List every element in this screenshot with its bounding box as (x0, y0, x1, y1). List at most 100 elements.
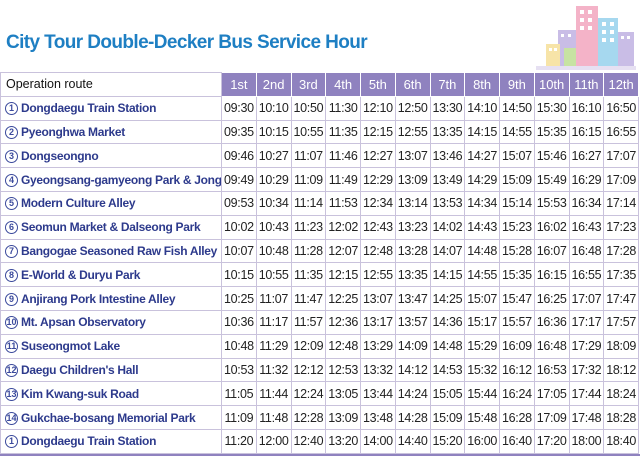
departure-time: 16:10 (568, 95, 605, 121)
stop-name-cell: 1 Dongdaegu Train Station (0, 428, 222, 454)
departure-time: 11:30 (325, 95, 361, 121)
departure-time: 11:44 (255, 381, 292, 407)
stop-name-cell: 1 Dongdaegu Train Station (0, 95, 222, 121)
stop-name: Bangogae Seasoned Raw Fish Alley (21, 243, 218, 258)
stop-number-badge: 11 (5, 340, 18, 354)
departure-time: 17:35 (603, 262, 639, 288)
departure-time: 17:29 (568, 333, 605, 359)
stop-name: Dongdaegu Train Station (21, 434, 157, 449)
departure-time: 16:40 (499, 428, 535, 454)
trip-header: 4th (325, 72, 361, 97)
stop-name-cell: 9 Anjirang Pork Intestine Alley (0, 286, 222, 311)
departure-time: 16:36 (533, 309, 570, 335)
departure-time: 15:07 (499, 143, 535, 169)
stop-number-badge: 10 (5, 316, 18, 330)
departure-time: 11:09 (290, 167, 327, 192)
stop-number-badge: 1 (5, 435, 18, 449)
departure-time: 11:47 (290, 286, 327, 311)
departure-time: 18:24 (603, 381, 639, 407)
route-column-header: Operation route (0, 72, 222, 97)
departure-time: 10:48 (221, 333, 257, 359)
table-row: 1 Dongdaegu Train Station 09:30 10:10 10:50 1… (0, 95, 639, 121)
departure-time: 13:48 (360, 405, 396, 430)
departure-time: 14:24 (394, 381, 431, 407)
departure-time: 11:05 (221, 381, 257, 407)
departure-time: 16:00 (464, 428, 500, 454)
stop-name: Gyeongsang-gamyeong Park & Jongno (21, 172, 222, 187)
departure-time: 12:55 (360, 262, 396, 288)
departure-time: 18:12 (603, 357, 639, 383)
departure-time: 14:12 (394, 357, 431, 383)
departure-time: 13:30 (429, 95, 466, 121)
departure-time: 13:23 (394, 214, 431, 240)
stop-name: Seomun Market & Dalseong Park (21, 220, 201, 235)
departure-time: 15:35 (533, 119, 570, 145)
departure-time: 12:55 (394, 119, 431, 145)
page-title: City Tour Double-Decker Bus Service Hour (6, 32, 368, 53)
departure-time: 12:28 (290, 405, 327, 430)
departure-time: 12:48 (360, 238, 396, 264)
table-row: 7 Bangogae Seasoned Raw Fish Alley 10:07 10… (0, 238, 639, 264)
departure-time: 16:43 (568, 214, 605, 240)
header-row: Operation route 1st 2nd 3rd 4th 5th 6th … (0, 72, 639, 97)
stop-name: Modern Culture Alley (21, 196, 136, 211)
departure-time: 11:57 (290, 309, 327, 335)
departure-time: 11:32 (255, 357, 292, 383)
stop-name: Dongdaegu Train Station (21, 101, 157, 116)
table-row: 11 Suseongmot Lake 10:48 11:29 12:09 12:48 13:… (0, 333, 639, 359)
departure-time: 14:48 (429, 333, 466, 359)
departure-time: 15:28 (499, 238, 535, 264)
stop-number-badge: 6 (5, 221, 18, 235)
departure-time: 13:14 (394, 190, 431, 216)
trip-header: 10th (533, 72, 570, 97)
stop-name-cell: 12 Daegu Children's Hall (0, 357, 222, 383)
departure-time: 11:28 (290, 238, 327, 264)
departure-time: 14:34 (464, 190, 500, 216)
departure-time: 10:36 (221, 309, 257, 335)
departure-time: 13:44 (360, 381, 396, 407)
departure-time: 18:00 (568, 428, 605, 454)
departure-time: 10:53 (221, 357, 257, 383)
departure-time: 14:36 (429, 309, 466, 335)
departure-time: 13:57 (394, 309, 431, 335)
table-row: 13 Kim Kwang-suk Road 11:05 11:44 12:24 13:05… (0, 381, 639, 407)
departure-time: 16:07 (533, 238, 570, 264)
trip-header: 1st (221, 72, 257, 97)
departure-time: 13:35 (429, 119, 466, 145)
departure-time: 13:35 (394, 262, 431, 288)
departure-time: 16:53 (533, 357, 570, 383)
departure-time: 10:55 (290, 119, 327, 145)
departure-time: 16:48 (568, 238, 605, 264)
departure-time: 16:48 (533, 333, 570, 359)
stop-number-badge: 5 (5, 197, 18, 211)
departure-time: 17:23 (603, 214, 639, 240)
departure-time: 12:34 (360, 190, 396, 216)
departure-time: 12:29 (360, 167, 396, 192)
stop-name-cell: 3 Dongseongno (0, 143, 222, 169)
departure-time: 15:46 (533, 143, 570, 169)
departure-time: 15:47 (499, 286, 535, 311)
departure-time: 12:53 (325, 357, 361, 383)
departure-time: 14:02 (429, 214, 466, 240)
departure-time: 11:09 (221, 405, 257, 430)
departure-time: 15:30 (533, 95, 570, 121)
departure-time: 09:49 (221, 167, 257, 192)
departure-time: 12:24 (290, 381, 327, 407)
departure-time: 14:50 (499, 95, 535, 121)
table-row: 10 Mt. Apsan Observatory 10:36 11:17 11:57 12… (0, 309, 639, 335)
departure-time: 15:20 (429, 428, 466, 454)
trip-header: 5th (360, 72, 396, 97)
stop-number-badge: 4 (5, 173, 18, 187)
departure-time: 14:09 (394, 333, 431, 359)
departure-time: 12:00 (255, 428, 292, 454)
departure-time: 10:15 (221, 262, 257, 288)
departure-time: 13:32 (360, 357, 396, 383)
departure-time: 11:07 (290, 143, 327, 169)
departure-time: 12:10 (360, 95, 396, 121)
departure-time: 17:05 (533, 381, 570, 407)
departure-time: 13:46 (429, 143, 466, 169)
departure-time: 14:40 (394, 428, 431, 454)
departure-time: 12:07 (325, 238, 361, 264)
departure-time: 15:48 (464, 405, 500, 430)
stop-number-badge: 14 (5, 411, 18, 425)
